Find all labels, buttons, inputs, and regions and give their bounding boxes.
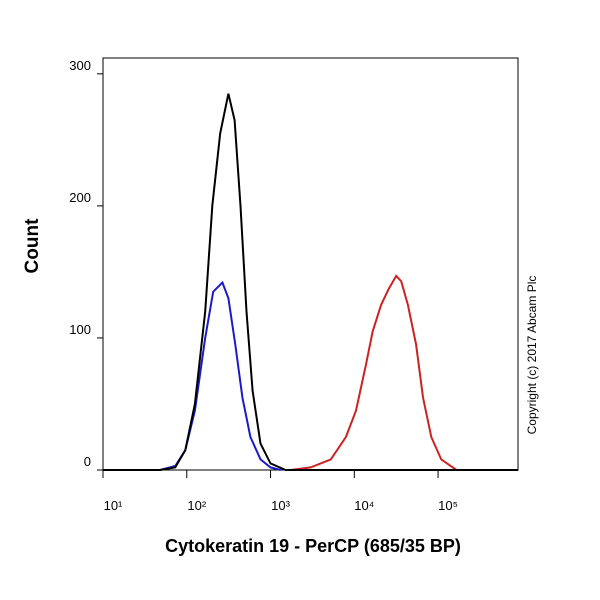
x-tick-label: 10⁵ (438, 498, 458, 513)
x-tick-label: 10³ (271, 498, 290, 513)
y-tick-label: 0 (84, 454, 91, 469)
y-axis-label: Count (22, 218, 43, 274)
histogram-line (290, 274, 458, 471)
x-axis-label: Cytokeratin 19 - PerCP (685/35 BP) (165, 536, 461, 556)
x-tick-label: 10² (187, 498, 206, 513)
x-tick-label: 10¹ (104, 498, 123, 513)
y-tick-label: 300 (69, 58, 91, 73)
copyright: Copyright (c) 2017 Abcam Plc (525, 276, 539, 435)
histogram-line (103, 93, 518, 471)
y-tick-label: 200 (69, 190, 91, 205)
histogram-line (159, 280, 281, 471)
x-tick-label: 10⁴ (354, 498, 374, 513)
y-tick-label: 100 (69, 322, 91, 337)
plot-frame (102, 57, 519, 471)
